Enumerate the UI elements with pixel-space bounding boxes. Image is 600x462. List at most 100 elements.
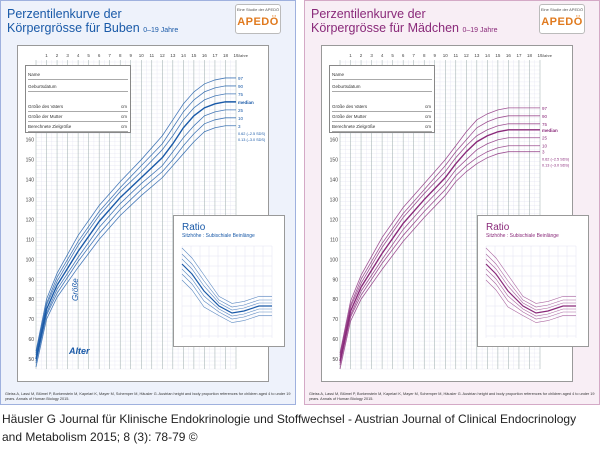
ratio-line — [485, 279, 576, 323]
percentile-line-90 — [35, 85, 236, 354]
boys-inset-title: Ratio — [182, 222, 206, 233]
x-tick-label: 10 — [139, 53, 145, 58]
boys-apedo-logo: Eine Studie der APEDÖ APEDÖ — [235, 4, 281, 34]
y-tick-label: 100 — [26, 257, 35, 263]
boys-ratio-plot — [181, 245, 273, 338]
girls-title-line1: Perzentilenkurve der — [311, 7, 426, 21]
form-field-label: Größe des Vaters — [332, 104, 368, 109]
boys-chart-panel: Perzentilenkurve der Körpergrösse für Bu… — [0, 0, 296, 405]
y-tick-label: 110 — [330, 237, 338, 243]
ratio-line — [485, 268, 576, 317]
form-field-unit: cm — [121, 114, 127, 119]
form-field-unit: cm — [425, 114, 431, 119]
percentile-line-10 — [339, 145, 540, 366]
percentile-label-97: 97 — [238, 76, 244, 81]
percentile-line-10 — [35, 117, 236, 364]
y-tick-label: 150 — [26, 158, 35, 164]
x-tick-label: 12 — [160, 53, 166, 58]
ratio-line — [181, 273, 272, 320]
y-tick-label: 70 — [28, 317, 34, 323]
form-field-label: Größe des Vaters — [28, 104, 64, 109]
figure-caption: Häusler G Journal für Klinische Endokrin… — [2, 412, 577, 444]
percentile-line-median — [339, 129, 540, 362]
boys-age-label: Alter — [69, 346, 90, 356]
form-field-line — [332, 121, 432, 122]
x-tick-suffix: Jahre — [238, 53, 249, 58]
percentile-label-3: 3 — [542, 150, 545, 155]
ratio-line — [181, 268, 272, 317]
girls-apedo-logo: Eine Studie der APEDÖ APEDÖ — [539, 4, 585, 34]
form-field-label: Berechnete Zielgröße — [332, 124, 376, 129]
x-tick-label: 15 — [495, 53, 501, 58]
y-tick-label: 130 — [26, 198, 35, 204]
x-tick-label: 4 — [381, 53, 384, 58]
y-tick-label: 160 — [26, 138, 35, 144]
x-tick-label: 17 — [212, 53, 218, 58]
percentile-label-25: 25 — [542, 136, 548, 141]
percentile-line-90 — [339, 115, 540, 356]
ratio-line — [485, 263, 576, 314]
y-tick-label: 150 — [330, 158, 339, 164]
form-field-line — [332, 131, 432, 132]
x-tick-label: 1 — [349, 53, 352, 58]
percentile-line-97 — [339, 107, 540, 354]
x-tick-label: 9 — [433, 53, 436, 58]
sds-label: 0.62 (–2.5 SDS) — [238, 132, 266, 136]
x-tick-label: 5 — [87, 53, 90, 58]
percentile-line-median — [35, 101, 236, 360]
boys-logo-word: APEDÖ — [237, 16, 279, 28]
y-tick-label: 70 — [332, 317, 338, 323]
x-tick-label: 18 — [527, 53, 533, 58]
x-tick-label: 16 — [506, 53, 512, 58]
percentile-line-75 — [35, 93, 236, 356]
y-tick-label: 160 — [330, 138, 339, 144]
y-tick-label: 60 — [332, 337, 338, 343]
form-field-label: Geburtsdatum — [332, 84, 361, 89]
percentile-label-3: 3 — [238, 124, 241, 129]
sds-label: 0.13 (–3.0 SDS) — [238, 138, 266, 142]
percentile-line-3 — [339, 151, 540, 370]
x-tick-suffix: Jahre — [542, 53, 553, 58]
girls-ratio-plot — [485, 245, 577, 338]
y-tick-label: 130 — [330, 198, 339, 204]
y-tick-label: 80 — [28, 297, 34, 303]
boys-title-range: 0–19 Jahre — [143, 27, 179, 34]
x-tick-label: 19 — [233, 53, 239, 58]
x-tick-label: 7 — [108, 53, 111, 58]
girls-patient-form: Name Geburtsdatum Größe des Vaters cm Größe … — [329, 65, 435, 133]
x-tick-label: 2 — [56, 53, 59, 58]
form-field-line — [28, 131, 128, 132]
form-field-label: Geburtsdatum — [28, 84, 57, 89]
girls-growth-plot: 5060708090100110120130140150160170180190… — [330, 53, 570, 370]
x-tick-label: 10 — [443, 53, 449, 58]
y-tick-label: 140 — [330, 178, 339, 184]
percentile-label-75: 75 — [542, 122, 548, 127]
ratio-line — [181, 279, 272, 323]
percentile-line-25 — [339, 137, 540, 364]
x-tick-label: 7 — [412, 53, 415, 58]
girls-footer-citation: Gleiss A, Lassi M, Blümel P, Borkenstein… — [309, 392, 595, 401]
percentile-label-75: 75 — [238, 92, 244, 97]
x-tick-label: 8 — [423, 53, 426, 58]
form-field-line — [28, 121, 128, 122]
form-field-line — [332, 79, 432, 80]
ratio-line — [485, 258, 576, 311]
girls-inset-title: Ratio — [486, 222, 510, 233]
y-tick-label: 90 — [332, 277, 338, 283]
girls-growth-grid: 5060708090100110120130140150160170180190… — [321, 45, 573, 382]
sds-label: 0.62 (–2.5 SDS) — [542, 158, 570, 162]
percentile-line-25 — [35, 109, 236, 362]
boys-inset-subtitle: Sitzhöhe : Subischiale Beinlänge — [182, 233, 255, 239]
boys-height-label: Größe — [71, 278, 80, 301]
x-tick-label: 4 — [77, 53, 80, 58]
percentile-label-90: 90 — [542, 114, 548, 119]
y-tick-label: 100 — [330, 257, 339, 263]
boys-logo-tagline: Eine Studie der APEDÖ — [236, 7, 280, 12]
percentile-label-97: 97 — [542, 106, 548, 111]
form-field-unit: cm — [121, 124, 127, 129]
form-field-label: Berechnete Zielgröße — [28, 124, 72, 129]
x-tick-label: 2 — [360, 53, 363, 58]
form-field-line — [28, 111, 128, 112]
form-field-label: Name — [332, 72, 345, 77]
percentile-label-10: 10 — [542, 144, 548, 149]
